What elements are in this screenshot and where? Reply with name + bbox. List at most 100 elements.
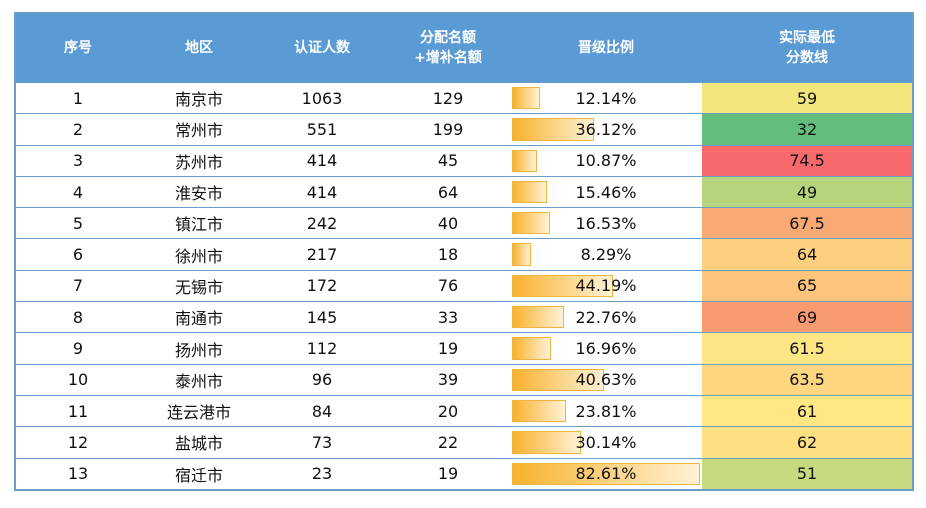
cell-certified: 551 [306, 119, 338, 139]
cell-region: 南京市 [174, 90, 223, 110]
ratio-data-bar [512, 212, 550, 235]
cell-ratio: 10.87% [510, 146, 702, 176]
cell-no: 4 [72, 182, 84, 202]
cell-ratio: 40.63% [510, 365, 702, 395]
ratio-data-bar [512, 431, 581, 454]
cell-ratio: 12.14% [510, 83, 702, 113]
ratio-data-bar [512, 87, 540, 110]
cell-quota: 199 [432, 119, 464, 139]
cell-no: 2 [72, 119, 84, 139]
cell-region: 淮安市 [174, 184, 223, 204]
table-row: 10 泰州市 96 39 40.63% 63.5 [16, 363, 912, 395]
cell-no: 5 [72, 213, 84, 233]
score-table: 序号 地区 认证人数 分配名额 +增补名额 晋级比例 实际最低 分数线 1 南京… [14, 12, 914, 491]
cell-ratio: 16.96% [510, 333, 702, 363]
cell-no: 13 [67, 464, 89, 484]
cell-score: 74.5 [702, 145, 912, 176]
ratio-data-bar [512, 368, 605, 391]
cell-certified: 23 [311, 464, 333, 484]
ratio-label: 22.76% [575, 307, 637, 327]
cell-certified: 172 [306, 276, 338, 296]
ratio-label: 44.19% [575, 276, 637, 296]
cell-region: 泰州市 [174, 371, 223, 391]
ratio-label: 23.81% [575, 401, 637, 421]
cell-region: 无锡市 [174, 277, 223, 297]
cell-certified: 217 [306, 245, 338, 265]
cell-quota: 40 [437, 213, 459, 233]
ratio-data-bar [512, 337, 551, 360]
table-row: 1 南京市 1063 129 12.14% 59 [16, 82, 912, 114]
cell-ratio: 8.29% [510, 239, 702, 269]
cell-certified: 84 [311, 401, 333, 421]
ratio-data-bar [512, 399, 567, 423]
cell-score: 65 [702, 270, 912, 302]
cell-quota: 18 [437, 245, 459, 265]
cell-quota: 19 [437, 464, 459, 484]
cell-ratio: 23.81% [510, 396, 702, 426]
cell-quota: 129 [432, 88, 464, 108]
header-score: 实际最低 分数线 [779, 30, 835, 66]
header-certified: 认证人数 [294, 40, 350, 56]
cell-certified: 414 [306, 182, 338, 202]
cell-score: 69 [702, 302, 912, 333]
cell-score: 32 [702, 114, 912, 145]
ratio-label: 15.46% [575, 182, 637, 202]
cell-no: 8 [72, 307, 84, 327]
ratio-data-bar [512, 462, 700, 485]
cell-certified: 242 [306, 213, 338, 233]
cell-ratio: 44.19% [510, 271, 702, 301]
table-row: 12 盐城市 73 22 30.14% 62 [16, 426, 912, 458]
cell-no: 3 [72, 151, 84, 171]
ratio-data-bar [512, 118, 595, 141]
ratio-data-bar [512, 180, 548, 204]
ratio-data-bar [512, 243, 531, 266]
cell-score: 51 [702, 458, 912, 489]
table-row: 8 南通市 145 33 22.76% 69 [16, 301, 912, 333]
cell-ratio: 15.46% [510, 177, 702, 207]
table-row: 5 镇江市 242 40 16.53% 67.5 [16, 207, 912, 239]
cell-score: 62 [702, 427, 912, 458]
cell-score: 67.5 [702, 208, 912, 239]
cell-region: 常州市 [174, 121, 223, 141]
cell-no: 1 [72, 88, 84, 108]
table-row: 3 苏州市 414 45 10.87% 74.5 [16, 144, 912, 176]
cell-quota: 64 [437, 182, 459, 202]
cell-no: 6 [72, 245, 84, 265]
cell-certified: 414 [306, 151, 338, 171]
ratio-label: 82.61% [575, 464, 637, 484]
cell-certified: 145 [306, 307, 338, 327]
ratio-label: 16.53% [575, 213, 637, 233]
cell-no: 11 [67, 401, 89, 421]
table-row: 4 淮安市 414 64 15.46% 49 [16, 175, 912, 208]
ratio-label: 40.63% [575, 370, 637, 390]
table-row: 7 无锡市 172 76 44.19% 65 [16, 269, 912, 302]
cell-certified: 96 [311, 370, 333, 390]
cell-certified: 73 [311, 432, 333, 452]
table-row: 2 常州市 551 199 36.12% 32 [16, 113, 912, 145]
ratio-label: 16.96% [575, 339, 637, 359]
cell-region: 南通市 [174, 309, 223, 329]
cell-region: 苏州市 [174, 152, 223, 172]
ratio-label: 12.14% [575, 88, 637, 108]
cell-region: 徐州市 [174, 246, 223, 266]
header-ratio: 晋级比例 [578, 40, 634, 56]
cell-quota: 22 [437, 432, 459, 452]
cell-quota: 20 [437, 401, 459, 421]
table-row: 13 宿迁市 23 19 82.61% 51 [16, 457, 912, 489]
cell-region: 扬州市 [174, 340, 223, 360]
cell-region: 盐城市 [174, 434, 223, 454]
cell-ratio: 16.53% [510, 208, 702, 238]
table-header: 序号 地区 认证人数 分配名额 +增补名额 晋级比例 实际最低 分数线 [16, 14, 912, 82]
header-no: 序号 [64, 40, 92, 56]
cell-score: 49 [702, 176, 912, 208]
table-row: 9 扬州市 112 19 16.96% 61.5 [16, 332, 912, 364]
ratio-data-bar [512, 149, 537, 172]
header-region: 地区 [185, 40, 213, 56]
cell-quota: 76 [437, 276, 459, 296]
cell-ratio: 82.61% [510, 459, 702, 489]
cell-score: 61 [702, 395, 912, 427]
ratio-data-bar [512, 274, 613, 298]
cell-no: 7 [72, 276, 84, 296]
cell-quota: 19 [437, 339, 459, 359]
ratio-label: 10.87% [575, 151, 637, 171]
